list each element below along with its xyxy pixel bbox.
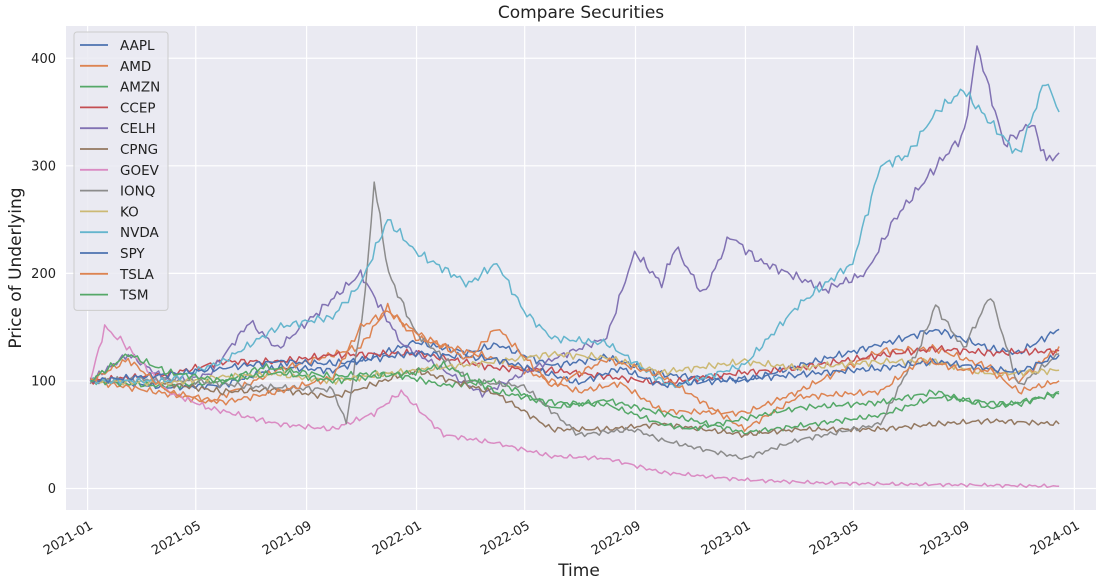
- series-line-celh: [89, 45, 1060, 398]
- y-tick-label: 0: [48, 482, 56, 497]
- legend-label: KO: [120, 204, 139, 220]
- x-tick-label: 2023-05: [807, 518, 862, 558]
- legend-label: TSM: [119, 288, 148, 304]
- x-tick-label: 2023-01: [699, 518, 754, 558]
- legend-label: TSLA: [119, 267, 155, 283]
- y-tick-label: 200: [31, 267, 56, 282]
- legend-label: AMD: [120, 59, 151, 75]
- legend-label: CCEP: [120, 100, 156, 116]
- x-tick-label: 2022-09: [589, 518, 644, 558]
- series-line-goev: [89, 324, 1060, 489]
- series-layer: [89, 45, 1060, 489]
- series-line-nvda: [89, 83, 1060, 389]
- series-line-amzn: [90, 363, 1060, 435]
- y-tick-label: 100: [31, 374, 56, 389]
- series-line-aapl: [89, 328, 1060, 391]
- chart-title: Compare Securities: [498, 3, 664, 23]
- y-tick-label: 400: [31, 52, 56, 67]
- legend-box: [73, 31, 169, 311]
- series-line-spy: [89, 350, 1060, 389]
- legend: AAPL AMD AMZN CCEP CELH CPNG GOEV IONQ KO NVDA SPY…: [73, 31, 169, 311]
- legend-label: GOEV: [120, 163, 160, 179]
- legend-label: SPY: [120, 246, 145, 262]
- y-axis-label: Price of Underlying: [6, 187, 26, 348]
- y-tick-label: 300: [31, 159, 56, 174]
- x-tick-label: 2022-01: [370, 518, 425, 558]
- legend-label: IONQ: [120, 184, 155, 200]
- y-axis-ticks: 0 100 200 300 400: [31, 52, 56, 497]
- series-line-tsm: [90, 353, 1060, 431]
- x-axis-ticks: 2021-01 2021-05 2021-09 2022-01 2022-05 2022-…: [41, 518, 1082, 558]
- legend-label: CELH: [120, 121, 156, 137]
- x-tick-label: 2021-09: [260, 518, 315, 558]
- x-tick-label: 2024-01: [1028, 518, 1083, 558]
- x-axis-label: Time: [557, 561, 600, 581]
- series-line-cpng: [149, 367, 1060, 438]
- series-line-ccep: [89, 345, 1060, 386]
- series-line-ionq: [89, 181, 1060, 460]
- legend-label: AMZN: [120, 80, 160, 96]
- series-line-tsla: [90, 310, 1060, 432]
- x-tick-label: 2022-05: [478, 518, 533, 558]
- legend-label: AAPL: [120, 38, 155, 54]
- legend-label: CPNG: [120, 142, 158, 158]
- x-tick-label: 2021-01: [41, 518, 96, 558]
- plot-background: [66, 26, 1096, 510]
- legend-label: NVDA: [120, 225, 159, 241]
- x-tick-label: 2023-09: [918, 518, 973, 558]
- x-tick-label: 2021-05: [149, 518, 204, 558]
